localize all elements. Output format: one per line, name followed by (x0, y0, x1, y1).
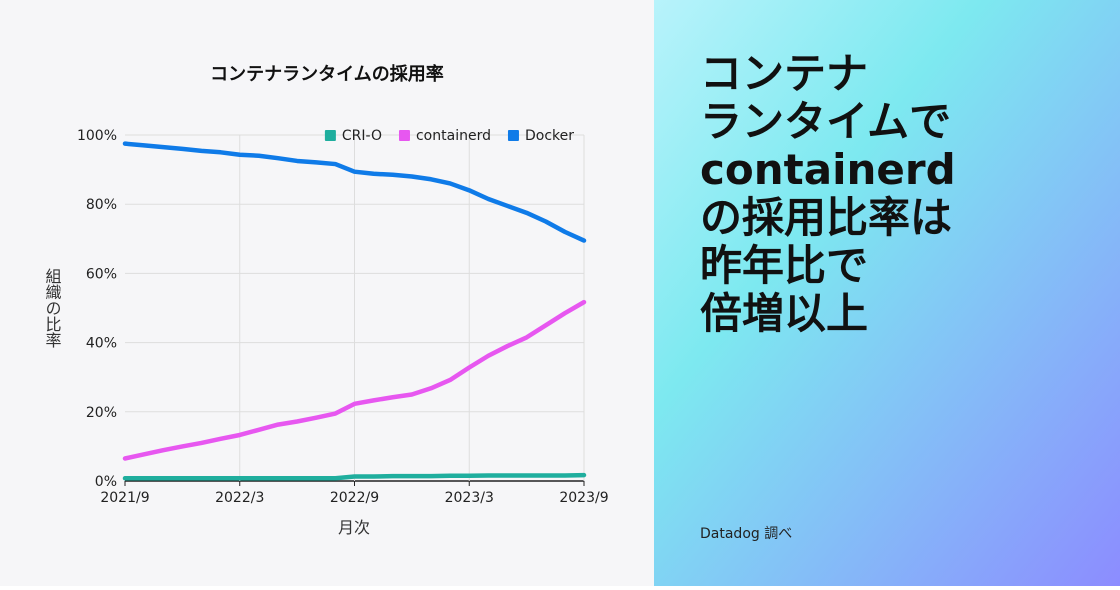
source: Datadog 調べ (700, 526, 792, 542)
y-tick-label: 0% (95, 474, 117, 490)
x-tick-label: 2021/9 (100, 490, 149, 506)
y-tick-label: 20% (86, 405, 117, 421)
headline-line: の採用比率は (700, 193, 952, 242)
series-line (122, 141, 587, 243)
series-line (122, 299, 587, 461)
headline-line: 昨年比で (700, 241, 868, 290)
legend-swatch (324, 130, 336, 141)
chart-panel (0, 0, 654, 586)
series-line (122, 472, 587, 481)
legend-label: CRI-O (342, 128, 382, 144)
headline-line: 倍増以上 (700, 289, 868, 338)
y-tick-label: 40% (86, 336, 117, 352)
chart-title: コンテナランタイムの採用率 (210, 63, 444, 85)
legend-swatch (398, 130, 410, 141)
legend-label: containerd (416, 128, 491, 144)
x-tick-label: 2022/9 (330, 490, 379, 506)
y-tick-label: 60% (86, 266, 117, 282)
y-tick-label: 80% (86, 197, 117, 213)
x-tick-label: 2023/3 (445, 490, 494, 506)
x-axis-title: 月次 (338, 518, 370, 537)
headline-line: コンテナ (700, 49, 868, 98)
x-tick-label: 2023/9 (559, 490, 608, 506)
headline-panel (654, 0, 1120, 586)
headline-line: containerd (700, 145, 956, 194)
headline-line: ランタイムで (700, 97, 951, 146)
y-axis-title: 組織の比率 (43, 268, 62, 348)
legend-label: Docker (525, 128, 574, 144)
y-tick-label: 100% (77, 128, 117, 144)
x-tick-label: 2022/3 (215, 490, 264, 506)
legend-swatch (507, 130, 519, 141)
